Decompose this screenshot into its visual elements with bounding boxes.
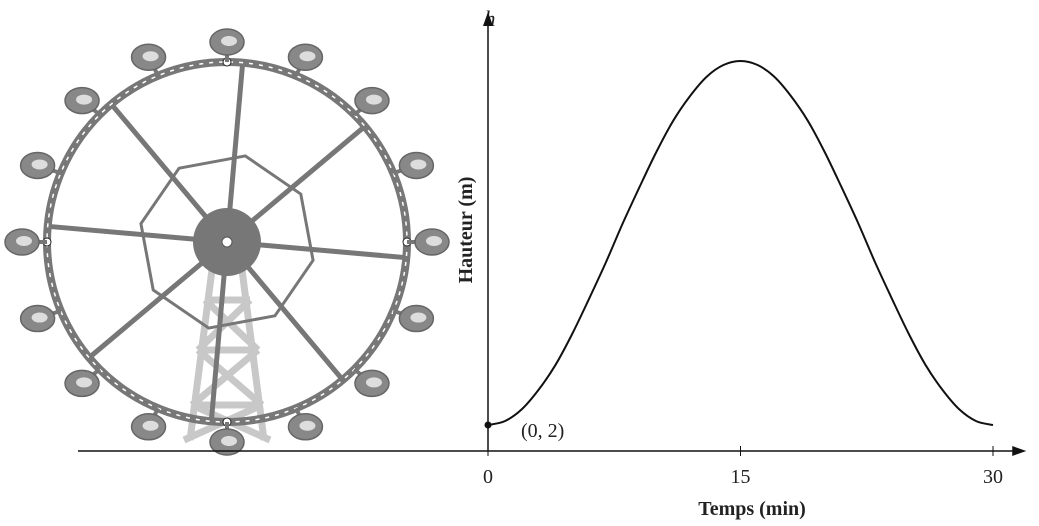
ferris-wheel-illustration bbox=[4, 28, 450, 456]
gondola-window bbox=[76, 94, 93, 105]
gondola-window bbox=[426, 236, 442, 246]
gondola-window bbox=[31, 312, 48, 323]
gondola-window bbox=[299, 51, 316, 62]
gondola-window bbox=[410, 312, 427, 323]
x-axis-arrow bbox=[1012, 446, 1027, 456]
gondola-window bbox=[365, 377, 382, 388]
gondola-window bbox=[299, 420, 316, 431]
start-point bbox=[484, 421, 492, 429]
gondola-window bbox=[31, 159, 48, 170]
gondola-window bbox=[16, 236, 32, 246]
annotation: (0, 2) bbox=[521, 420, 564, 442]
hub-center bbox=[221, 236, 233, 248]
tower bbox=[189, 347, 261, 408]
x-axis-label: Temps (min) bbox=[698, 498, 806, 520]
x-tick-label: 15 bbox=[731, 466, 751, 488]
inner-ring bbox=[139, 154, 315, 330]
gondola-window bbox=[76, 377, 93, 388]
y-axis-arrow bbox=[483, 12, 493, 26]
gondola-window bbox=[142, 51, 159, 62]
gondola-window bbox=[365, 94, 382, 105]
gondola-window bbox=[221, 36, 237, 46]
y-axis-label: Hauteur (m) bbox=[455, 177, 477, 284]
gondola-window bbox=[142, 420, 159, 431]
gondola-window bbox=[221, 436, 237, 446]
curve bbox=[487, 59, 994, 426]
x-tick-label: 0 bbox=[483, 466, 493, 488]
x-tick-label: 30 bbox=[983, 466, 1003, 488]
gondola-window bbox=[410, 159, 427, 170]
